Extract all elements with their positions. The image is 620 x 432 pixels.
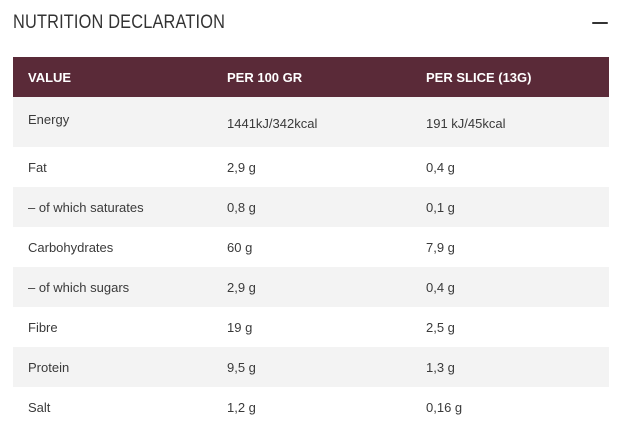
row-label: – of which saturates bbox=[28, 199, 144, 215]
table-row-fat: Fat 2,9 g 0,4 g bbox=[13, 147, 609, 187]
row-label: Fat bbox=[28, 159, 47, 175]
table-row-saturates: – of which saturates 0,8 g 0,1 g bbox=[13, 187, 609, 227]
row-value-per-slice: 0,16 g bbox=[426, 399, 463, 415]
row-value-per-slice: 191 kJ/45kcal bbox=[426, 116, 506, 131]
row-value-per-100gr: 1,2 g bbox=[227, 399, 256, 415]
row-label: Carbohydrates bbox=[28, 239, 114, 255]
section-title: NUTRITION DECLARATION bbox=[13, 12, 226, 33]
row-value-per-slice: 0,4 g bbox=[426, 279, 455, 295]
table-row-sugars: – of which sugars 2,9 g 0,4 g bbox=[13, 267, 609, 307]
row-label: – of which sugars bbox=[28, 279, 130, 295]
row-value-per-100gr: 2,9 g bbox=[227, 159, 256, 175]
row-value-per-slice: 7,9 g bbox=[426, 239, 455, 255]
nutrition-section-header[interactable]: NUTRITION DECLARATION bbox=[13, 0, 609, 50]
table-header-row: VALUE PER 100 GR PER SLICE (13G) bbox=[13, 57, 609, 97]
table-row-carbohydrates: Carbohydrates 60 g 7,9 g bbox=[13, 227, 609, 267]
row-value-per-slice: 2,5 g bbox=[426, 319, 455, 335]
table-row-salt: Salt 1,2 g 0,16 g bbox=[13, 387, 609, 427]
row-label: Protein bbox=[28, 359, 70, 375]
column-header-per-100gr: PER 100 GR bbox=[227, 69, 303, 85]
column-header-per-slice: PER SLICE (13G) bbox=[426, 69, 532, 85]
row-value-per-slice: 0,4 g bbox=[426, 159, 455, 175]
row-value-per-100gr: 0,8 g bbox=[227, 199, 256, 215]
row-value-per-100gr: 1441kJ/342kcal bbox=[227, 116, 318, 131]
row-value-per-slice: 0,1 g bbox=[426, 199, 455, 215]
table-row-energy: Energy 1441kJ/342kcal 191 kJ/45kcal bbox=[13, 97, 609, 147]
row-label: Salt bbox=[28, 399, 51, 415]
row-label: Fibre bbox=[28, 319, 58, 335]
table-row-fibre: Fibre 19 g 2,5 g bbox=[13, 307, 609, 347]
column-header-value: VALUE bbox=[28, 69, 72, 85]
minus-icon bbox=[592, 22, 608, 24]
row-value-per-100gr: 19 g bbox=[227, 319, 253, 335]
collapse-toggle-button[interactable] bbox=[591, 14, 609, 32]
row-value-per-slice: 1,3 g bbox=[426, 359, 455, 375]
row-value-per-100gr: 9,5 g bbox=[227, 359, 256, 375]
nutrition-table: VALUE PER 100 GR PER SLICE (13G) Energy … bbox=[13, 57, 609, 427]
table-row-protein: Protein 9,5 g 1,3 g bbox=[13, 347, 609, 387]
row-label: Energy bbox=[28, 112, 70, 127]
row-value-per-100gr: 2,9 g bbox=[227, 279, 256, 295]
row-value-per-100gr: 60 g bbox=[227, 239, 253, 255]
